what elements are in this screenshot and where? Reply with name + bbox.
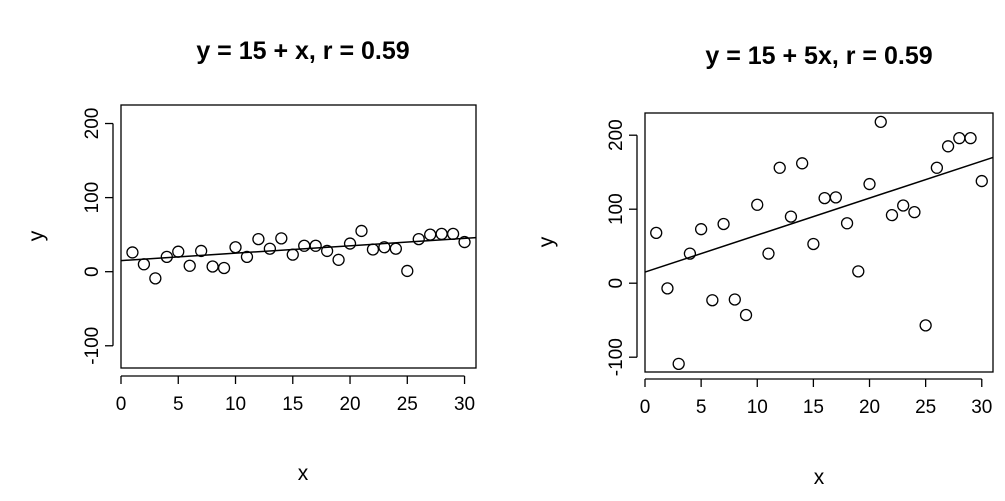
data-point — [964, 132, 977, 145]
plot-title: y = 15 + x, r = 0.59 — [196, 37, 409, 65]
data-point — [807, 237, 820, 251]
data-point — [137, 258, 151, 271]
data-point — [252, 232, 265, 246]
data-point — [919, 319, 932, 332]
data-point — [206, 260, 219, 273]
data-point — [818, 191, 831, 205]
right-scatter-plot: y = 15 + 5x, r = 0.59 x y 0 5 10 15 20 25 30 -1… — [535, 42, 994, 489]
data-point — [435, 227, 448, 241]
data-point — [650, 226, 663, 240]
data-point — [908, 206, 921, 219]
data-point — [309, 239, 322, 252]
data-point — [401, 264, 414, 278]
data-point — [941, 140, 955, 153]
data-point — [784, 210, 798, 223]
data-point — [930, 161, 944, 174]
x-tick-label: 30 — [454, 394, 475, 415]
plot-title: y = 15 + 5x, r = 0.59 — [705, 42, 932, 70]
data-point — [661, 282, 674, 295]
y-tick-label: 100 — [82, 182, 103, 214]
plot-frame — [644, 112, 994, 373]
x-axis-label: x — [298, 462, 309, 485]
data-point — [874, 115, 887, 129]
x-tick-label: 20 — [339, 394, 360, 415]
data-point — [458, 235, 471, 249]
marks-layer: 0 5 10 15 20 25 30 -100 0 100 200 — [82, 108, 477, 415]
data-point — [762, 247, 775, 260]
x-tick-label: 20 — [859, 397, 880, 418]
data-point — [446, 227, 460, 241]
data-point — [683, 247, 697, 260]
x-tick-label: 0 — [640, 397, 651, 418]
x-tick-label: 25 — [397, 394, 418, 415]
y-tick-label: 200 — [606, 119, 627, 151]
data-point — [717, 217, 730, 231]
data-point — [840, 217, 854, 230]
data-point — [286, 248, 299, 261]
data-point — [796, 157, 809, 170]
data-point — [355, 224, 368, 238]
data-point — [343, 237, 357, 250]
x-tick-label: 10 — [225, 394, 246, 415]
y-axis-label: y — [535, 236, 558, 247]
x-tick-label: 25 — [915, 397, 936, 418]
data-point — [366, 243, 380, 256]
data-point — [953, 132, 966, 145]
y-tick-label: 0 — [606, 278, 627, 289]
data-point — [975, 174, 988, 188]
data-point — [852, 265, 865, 278]
x-tick-label: 10 — [747, 397, 768, 418]
marks-layer: 0 5 10 15 20 25 30 -100 0 100 200 — [606, 115, 994, 418]
data-point — [217, 261, 231, 275]
data-point — [263, 242, 277, 255]
x-tick-label: 5 — [696, 397, 707, 418]
y-axis-label: y — [25, 230, 48, 241]
fit-line — [120, 236, 477, 262]
data-point — [320, 244, 334, 258]
y-tick-label: -100 — [606, 338, 627, 376]
data-point — [298, 239, 311, 252]
y-tick-label: 0 — [82, 266, 103, 277]
data-point — [172, 245, 185, 258]
left-scatter-plot: y = 15 + x, r = 0.59 x y 0 5 10 15 20 25 30 -10… — [25, 37, 477, 485]
data-point — [863, 177, 876, 191]
data-point — [126, 246, 139, 259]
data-point — [739, 308, 753, 322]
x-axis-label: x — [814, 466, 825, 489]
fit-line — [644, 156, 994, 273]
data-point — [412, 232, 425, 246]
data-point — [424, 228, 437, 241]
data-point — [183, 259, 196, 272]
x-tick-label: 0 — [116, 394, 127, 415]
data-point — [240, 250, 254, 264]
data-point — [160, 250, 173, 264]
data-point — [728, 293, 741, 306]
data-point — [389, 242, 402, 255]
data-point — [829, 191, 842, 204]
data-point — [332, 253, 345, 266]
data-point — [751, 198, 764, 211]
data-point — [195, 244, 208, 258]
data-point — [672, 357, 685, 371]
data-point — [694, 223, 708, 236]
data-point — [149, 272, 162, 285]
x-tick-label: 15 — [803, 397, 824, 418]
x-tick-label: 15 — [282, 394, 303, 415]
data-point — [885, 208, 899, 222]
data-point — [897, 199, 910, 212]
y-tick-label: 100 — [606, 193, 627, 225]
x-tick-label: 30 — [971, 397, 992, 418]
plot-frame — [120, 104, 477, 369]
data-point — [229, 241, 242, 254]
x-tick-label: 5 — [173, 394, 184, 415]
y-tick-label: -100 — [82, 327, 103, 365]
data-point — [773, 161, 786, 174]
data-point — [706, 294, 719, 307]
y-tick-label: 200 — [82, 108, 103, 140]
data-point — [275, 232, 288, 245]
